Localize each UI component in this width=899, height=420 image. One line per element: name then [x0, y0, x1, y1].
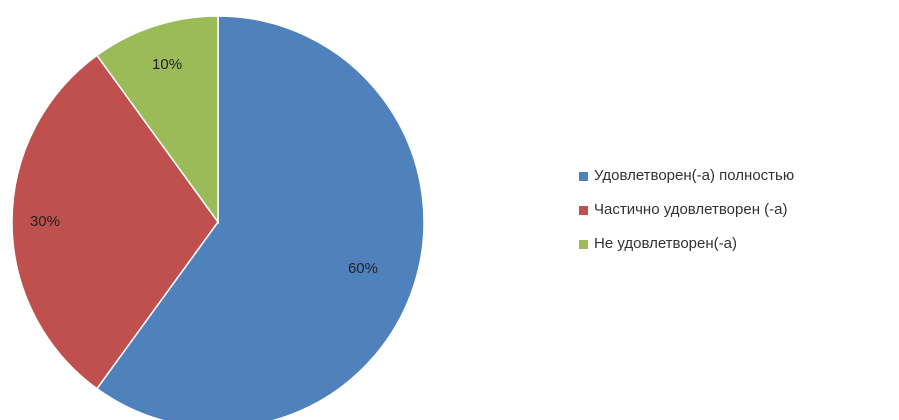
pie-slice-partially-satisfied [11, 54, 219, 390]
pie-slice-not-satisfied [95, 15, 219, 225]
chart-legend: Удовлетворен(-а) полностью Частично удов… [579, 166, 895, 268]
legend-swatch-partially-satisfied [579, 205, 588, 215]
pie-data-labels: 60% 30% 10% [30, 56, 378, 277]
legend-swatch-not-satisfied [579, 239, 588, 249]
pie-slices [11, 15, 425, 420]
legend-swatch-fully-satisfied [579, 171, 588, 181]
legend-item-fully-satisfied: Удовлетворен(-а) полностью [579, 166, 895, 186]
data-label-fully-satisfied: 60% [348, 260, 378, 277]
legend-item-partially-satisfied: Частично удовлетворен (-а) [579, 200, 895, 220]
legend-item-not-satisfied: Не удовлетворен(-а) [579, 234, 895, 254]
pie-slice-fully-satisfied [95, 15, 425, 420]
data-label-not-satisfied: 10% [152, 56, 182, 73]
legend-label-fully-satisfied: Удовлетворен(-а) полностью [594, 167, 795, 184]
data-label-partially-satisfied: 30% [30, 213, 60, 230]
legend-label-not-satisfied: Не удовлетворен(-а) [594, 235, 737, 252]
legend-label-partially-satisfied: Частично удовлетворен (-а) [594, 201, 788, 218]
